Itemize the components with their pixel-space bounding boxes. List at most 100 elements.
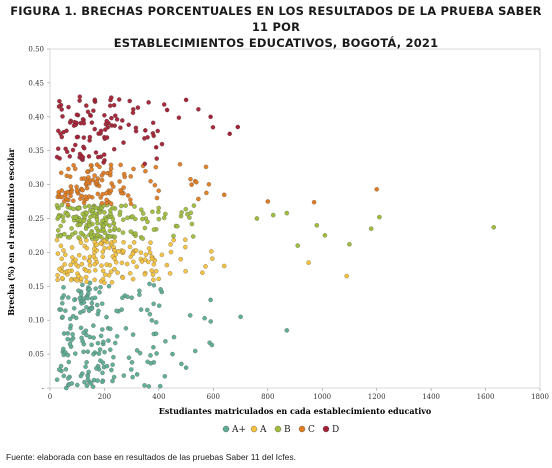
data-point: [311, 199, 317, 205]
data-point: [121, 217, 126, 222]
data-point: [124, 261, 130, 267]
data-point: [111, 146, 117, 152]
data-point: [94, 179, 100, 184]
data-point: [84, 185, 90, 191]
data-point: [118, 162, 123, 168]
data-point: [59, 202, 65, 208]
data-point: [91, 351, 96, 357]
data-point: [130, 332, 136, 337]
data-point: [58, 363, 64, 369]
data-point: [114, 117, 120, 122]
data-point: [137, 292, 142, 297]
data-point: [116, 227, 122, 233]
data-point: [107, 245, 112, 251]
data-point: [221, 192, 227, 198]
data-point: [87, 223, 92, 228]
data-point: [121, 185, 126, 190]
data-point: [148, 240, 153, 245]
data-point: [77, 222, 83, 228]
data-point: [65, 331, 71, 336]
data-point: [74, 278, 80, 283]
data-point: [175, 224, 180, 229]
data-point: [85, 295, 91, 301]
data-point: [79, 153, 84, 159]
data-point: [151, 277, 156, 283]
data-point: [128, 197, 133, 202]
data-point: [314, 223, 320, 228]
data-point: [208, 114, 213, 120]
data-point: [91, 108, 96, 113]
data-point: [73, 262, 79, 267]
data-point: [89, 167, 94, 172]
data-point: [60, 275, 65, 281]
data-point: [61, 346, 66, 352]
data-point: [108, 269, 114, 275]
data-point: [210, 256, 215, 261]
data-point: [85, 109, 91, 115]
data-point: [140, 236, 145, 241]
data-point: [110, 362, 115, 367]
data-point: [82, 255, 87, 261]
data-point: [99, 301, 105, 306]
data-point: [187, 215, 192, 220]
data-point: [59, 107, 64, 112]
data-point: [114, 334, 120, 339]
data-point: [106, 283, 112, 289]
data-point: [87, 259, 92, 264]
data-point: [155, 128, 160, 134]
data-point: [117, 179, 122, 184]
data-point: [120, 230, 126, 235]
data-point: [104, 118, 109, 124]
data-point: [62, 262, 67, 267]
data-point: [67, 120, 73, 125]
data-point: [92, 277, 97, 283]
data-point: [102, 245, 107, 251]
data-point: [58, 243, 64, 249]
data-point: [66, 359, 72, 365]
data-point: [67, 341, 73, 347]
data-point: [92, 173, 97, 178]
data-point: [95, 154, 101, 160]
data-point: [265, 199, 271, 204]
data-point: [100, 370, 105, 376]
data-point: [109, 123, 114, 128]
data-point: [146, 384, 152, 389]
data-point: [76, 205, 81, 211]
legend-item: A+: [222, 425, 246, 435]
data-point: [306, 260, 311, 265]
data-point: [152, 182, 158, 188]
data-point: [206, 182, 212, 187]
data-point: [61, 373, 67, 379]
data-point: [145, 359, 150, 365]
data-point: [163, 339, 168, 344]
data-point: [72, 297, 77, 303]
data-point: [67, 316, 73, 322]
data-point: [69, 381, 75, 386]
data-point: [142, 225, 148, 231]
data-point: [79, 261, 85, 267]
y-tick-label: 0.10: [28, 317, 44, 325]
data-point: [93, 150, 99, 155]
data-point: [61, 285, 66, 290]
data-point: [84, 360, 89, 365]
data-point: [111, 184, 116, 189]
data-point: [159, 141, 165, 147]
data-point: [96, 308, 101, 314]
data-point: [69, 245, 75, 250]
y-tick-label: 0.15: [28, 283, 44, 291]
data-point: [196, 196, 201, 202]
data-point: [110, 378, 115, 384]
data-point: [374, 187, 379, 192]
data-point: [209, 342, 215, 348]
data-point: [178, 256, 183, 262]
data-point: [66, 166, 71, 172]
data-point: [164, 262, 170, 268]
data-point: [98, 128, 104, 134]
data-point: [58, 223, 63, 229]
data-point: [65, 189, 71, 195]
x-tick-label: 800: [261, 393, 274, 401]
data-point: [322, 233, 328, 238]
x-tick-label: 1400: [422, 393, 440, 401]
data-point: [151, 283, 157, 288]
data-point: [132, 204, 137, 209]
